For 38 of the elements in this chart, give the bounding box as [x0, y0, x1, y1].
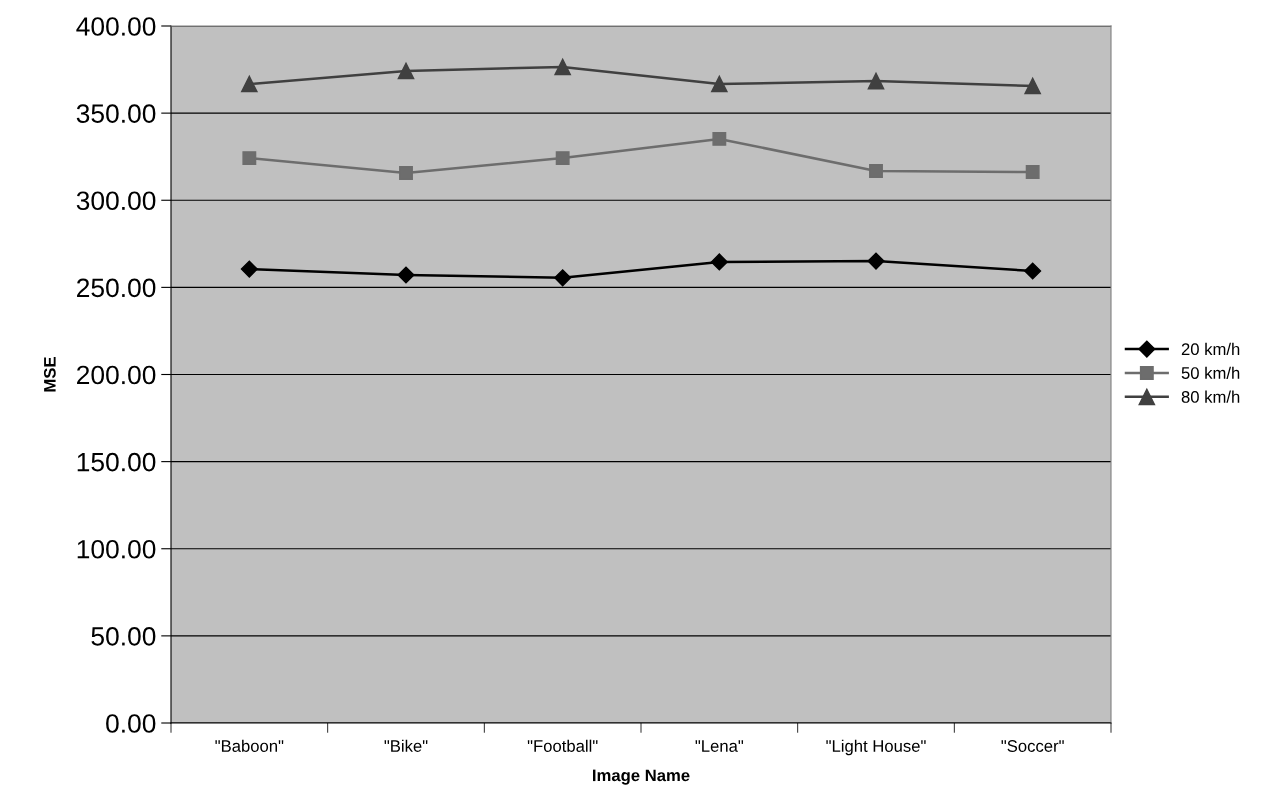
point [242, 151, 257, 166]
x-tick-label: "Lena" [695, 740, 744, 752]
legend-label: 50 km/h [1181, 366, 1240, 379]
point [1024, 77, 1042, 95]
x-tick-label: "Baboon" [215, 739, 284, 752]
point [240, 75, 258, 93]
point [555, 151, 570, 166]
legend-label: 80 km/h [1181, 390, 1240, 403]
y-tick-label: 100.00 [77, 539, 156, 559]
y-tick-label: 250.00 [77, 278, 156, 298]
x-tick-label: "Football" [527, 739, 598, 752]
legend-label: 20 km/h [1181, 342, 1240, 356]
x-tick-label: "Light House" [826, 739, 926, 756]
x-tick-label: "Soccer" [1001, 740, 1064, 752]
y-tick-label: 300.00 [76, 191, 156, 211]
y-tick-label: 200.00 [77, 365, 156, 385]
y-tick-label: 150.00 [77, 452, 156, 472]
point [712, 131, 727, 146]
point [397, 62, 415, 80]
y-tick-label: 350.00 [76, 104, 156, 123]
y-tick-label: 400.00 [76, 17, 156, 36]
point [869, 164, 883, 178]
y-axis-title: MSE [43, 357, 56, 392]
y-tick-label: 50.00 [91, 627, 156, 646]
point [554, 269, 572, 287]
point [240, 260, 258, 278]
point [1025, 165, 1040, 179]
point [554, 58, 572, 76]
point [710, 75, 728, 93]
x-tick-label: "Bike" [384, 739, 428, 752]
point [399, 166, 413, 181]
x-axis-title: Image Name [593, 769, 690, 785]
point [397, 266, 415, 284]
y-tick-label: 0.00 [106, 714, 156, 733]
point [710, 253, 728, 271]
point [867, 72, 885, 90]
point [1024, 262, 1042, 280]
point [867, 252, 885, 270]
